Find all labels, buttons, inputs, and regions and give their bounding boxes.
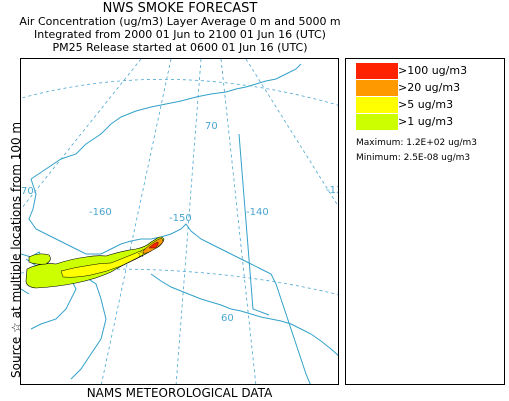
legend-swatch-red	[356, 63, 398, 79]
legend-panel: >100 ug/m3 >20 ug/m3 >5 ug/m3 >1 ug/m3 M…	[345, 58, 505, 385]
gulf-of-alaska-coast	[150, 273, 338, 356]
legend-minimum: Minimum: 2.5E-08 ug/m3	[356, 153, 471, 163]
legend-swatch-orange	[356, 80, 398, 96]
graticule-label-minus150: -150	[169, 213, 192, 224]
concentration-subtitle: Air Concentration (ug/m3) Layer Average …	[19, 15, 341, 28]
release-start: PM25 Release started at 0600 01 Jun 16 (…	[52, 41, 308, 54]
longitude-minus150-line	[175, 59, 202, 384]
legend-maximum: Maximum: 1.2E+02 ug/m3	[356, 138, 478, 148]
legend-label-gt100: >100 ug/m3	[398, 64, 468, 77]
graticule-label-minus130: -130	[326, 185, 339, 196]
longitude-minus140-line	[220, 59, 257, 384]
forecast-title: NWS SMOKE FORECAST	[102, 1, 258, 16]
longitude-minus160-line	[101, 59, 172, 384]
alaska-coastline	[25, 63, 311, 384]
graticule-label-70: 70	[205, 121, 218, 132]
latitude-70-line	[21, 78, 338, 106]
smoke-plume-gt100	[148, 241, 159, 249]
smoke-plume-gt1	[25, 236, 165, 289]
meteorological-data-label: NAMS METEOROLOGICAL DATA	[86, 386, 273, 400]
graticule-label-minus140: -140	[246, 207, 269, 218]
graticule-label-60: 60	[221, 313, 234, 324]
source-star-icon: ☆	[137, 250, 145, 260]
legend-label-gt1: >1 ug/m3	[398, 115, 454, 128]
border-canada-line	[238, 133, 270, 316]
alaska-map: ☆ -170 -160 -150 -140 -130 70 60	[21, 59, 339, 384]
graticule-label-minus160: -160	[89, 207, 112, 218]
graticule-label-minus170: -170	[21, 186, 34, 197]
legend-label-gt20: >20 ug/m3	[398, 81, 461, 94]
source-side-label: Source ☆ at multiple locations from 100 …	[0, 58, 23, 385]
legend-label-gt5: >5 ug/m3	[398, 98, 454, 111]
smoke-plume-gt1-west	[28, 253, 51, 265]
integration-period: Integrated from 2000 01 Jun to 2100 01 J…	[34, 28, 326, 41]
legend-swatch-yellow	[356, 97, 398, 113]
legend-swatch-lime	[356, 114, 398, 130]
map-panel: ☆ -170 -160 -150 -140 -130 70 60	[20, 58, 339, 385]
longitude-minus170-line	[21, 59, 142, 210]
